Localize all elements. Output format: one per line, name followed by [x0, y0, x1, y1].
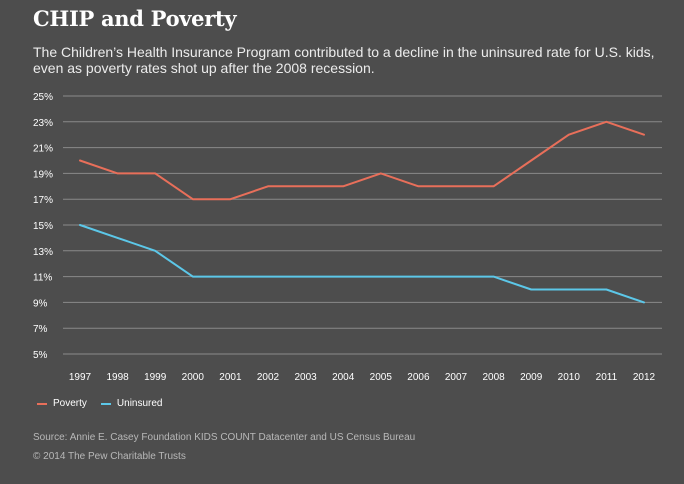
- y-tick-label: 5%: [33, 350, 48, 361]
- y-tick-label: 21%: [33, 144, 53, 155]
- x-tick-label: 2002: [257, 372, 280, 383]
- y-tick-label: 19%: [33, 169, 53, 180]
- x-tick-label: 2000: [182, 372, 205, 383]
- y-tick-label: 17%: [33, 195, 53, 206]
- x-tick-label: 2006: [407, 372, 430, 383]
- y-tick-label: 25%: [33, 92, 53, 103]
- series-line-poverty: [79, 120, 645, 201]
- copyright-note: © 2014 The Pew Charitable Trusts: [33, 451, 186, 462]
- legend-item-uninsured: Uninsured: [100, 398, 163, 409]
- legend-item-poverty: Poverty: [37, 398, 87, 409]
- y-tick-label: 9%: [33, 298, 48, 309]
- poverty-swatch: [37, 402, 47, 405]
- legend-label-uninsured: Uninsured: [116, 398, 163, 409]
- chart-legend: Poverty Uninsured: [37, 398, 177, 409]
- uninsured-swatch: [100, 402, 111, 405]
- chart-title: CHIP and Poverty: [33, 6, 237, 31]
- line-chart: 25% 23% 21% 19% 17% 15% 13% 11% 9% 7% 5% 1997 1998 19…: [33, 92, 662, 383]
- y-tick-label: 23%: [33, 118, 53, 129]
- series-line-uninsured: [79, 224, 645, 304]
- source-note: Source: Annie E. Casey Foundation KIDS C…: [33, 432, 416, 443]
- x-tick-label: 1997: [69, 372, 92, 383]
- x-tick-label: 1999: [144, 372, 167, 383]
- x-tick-label: 2012: [633, 372, 656, 383]
- x-tick-label: 2001: [219, 372, 242, 383]
- y-tick-label: 13%: [33, 247, 53, 258]
- x-tick-label: 2007: [445, 372, 468, 383]
- x-tick-label: 2010: [558, 372, 581, 383]
- x-tick-label: 2011: [596, 372, 618, 383]
- chart-subtitle: The Children’s Health Insurance Program …: [33, 44, 655, 76]
- x-tick-label: 2003: [294, 372, 317, 383]
- y-tick-label: 7%: [33, 324, 48, 335]
- x-tick-label: 1998: [106, 372, 129, 383]
- x-tick-label: 2008: [482, 372, 505, 383]
- y-tick-label: 11%: [33, 273, 52, 284]
- x-tick-label: 2004: [332, 372, 355, 383]
- x-tick-label: 2009: [520, 372, 543, 383]
- legend-label-poverty: Poverty: [53, 398, 87, 409]
- x-tick-label: 2005: [370, 372, 393, 383]
- y-tick-label: 15%: [33, 221, 53, 232]
